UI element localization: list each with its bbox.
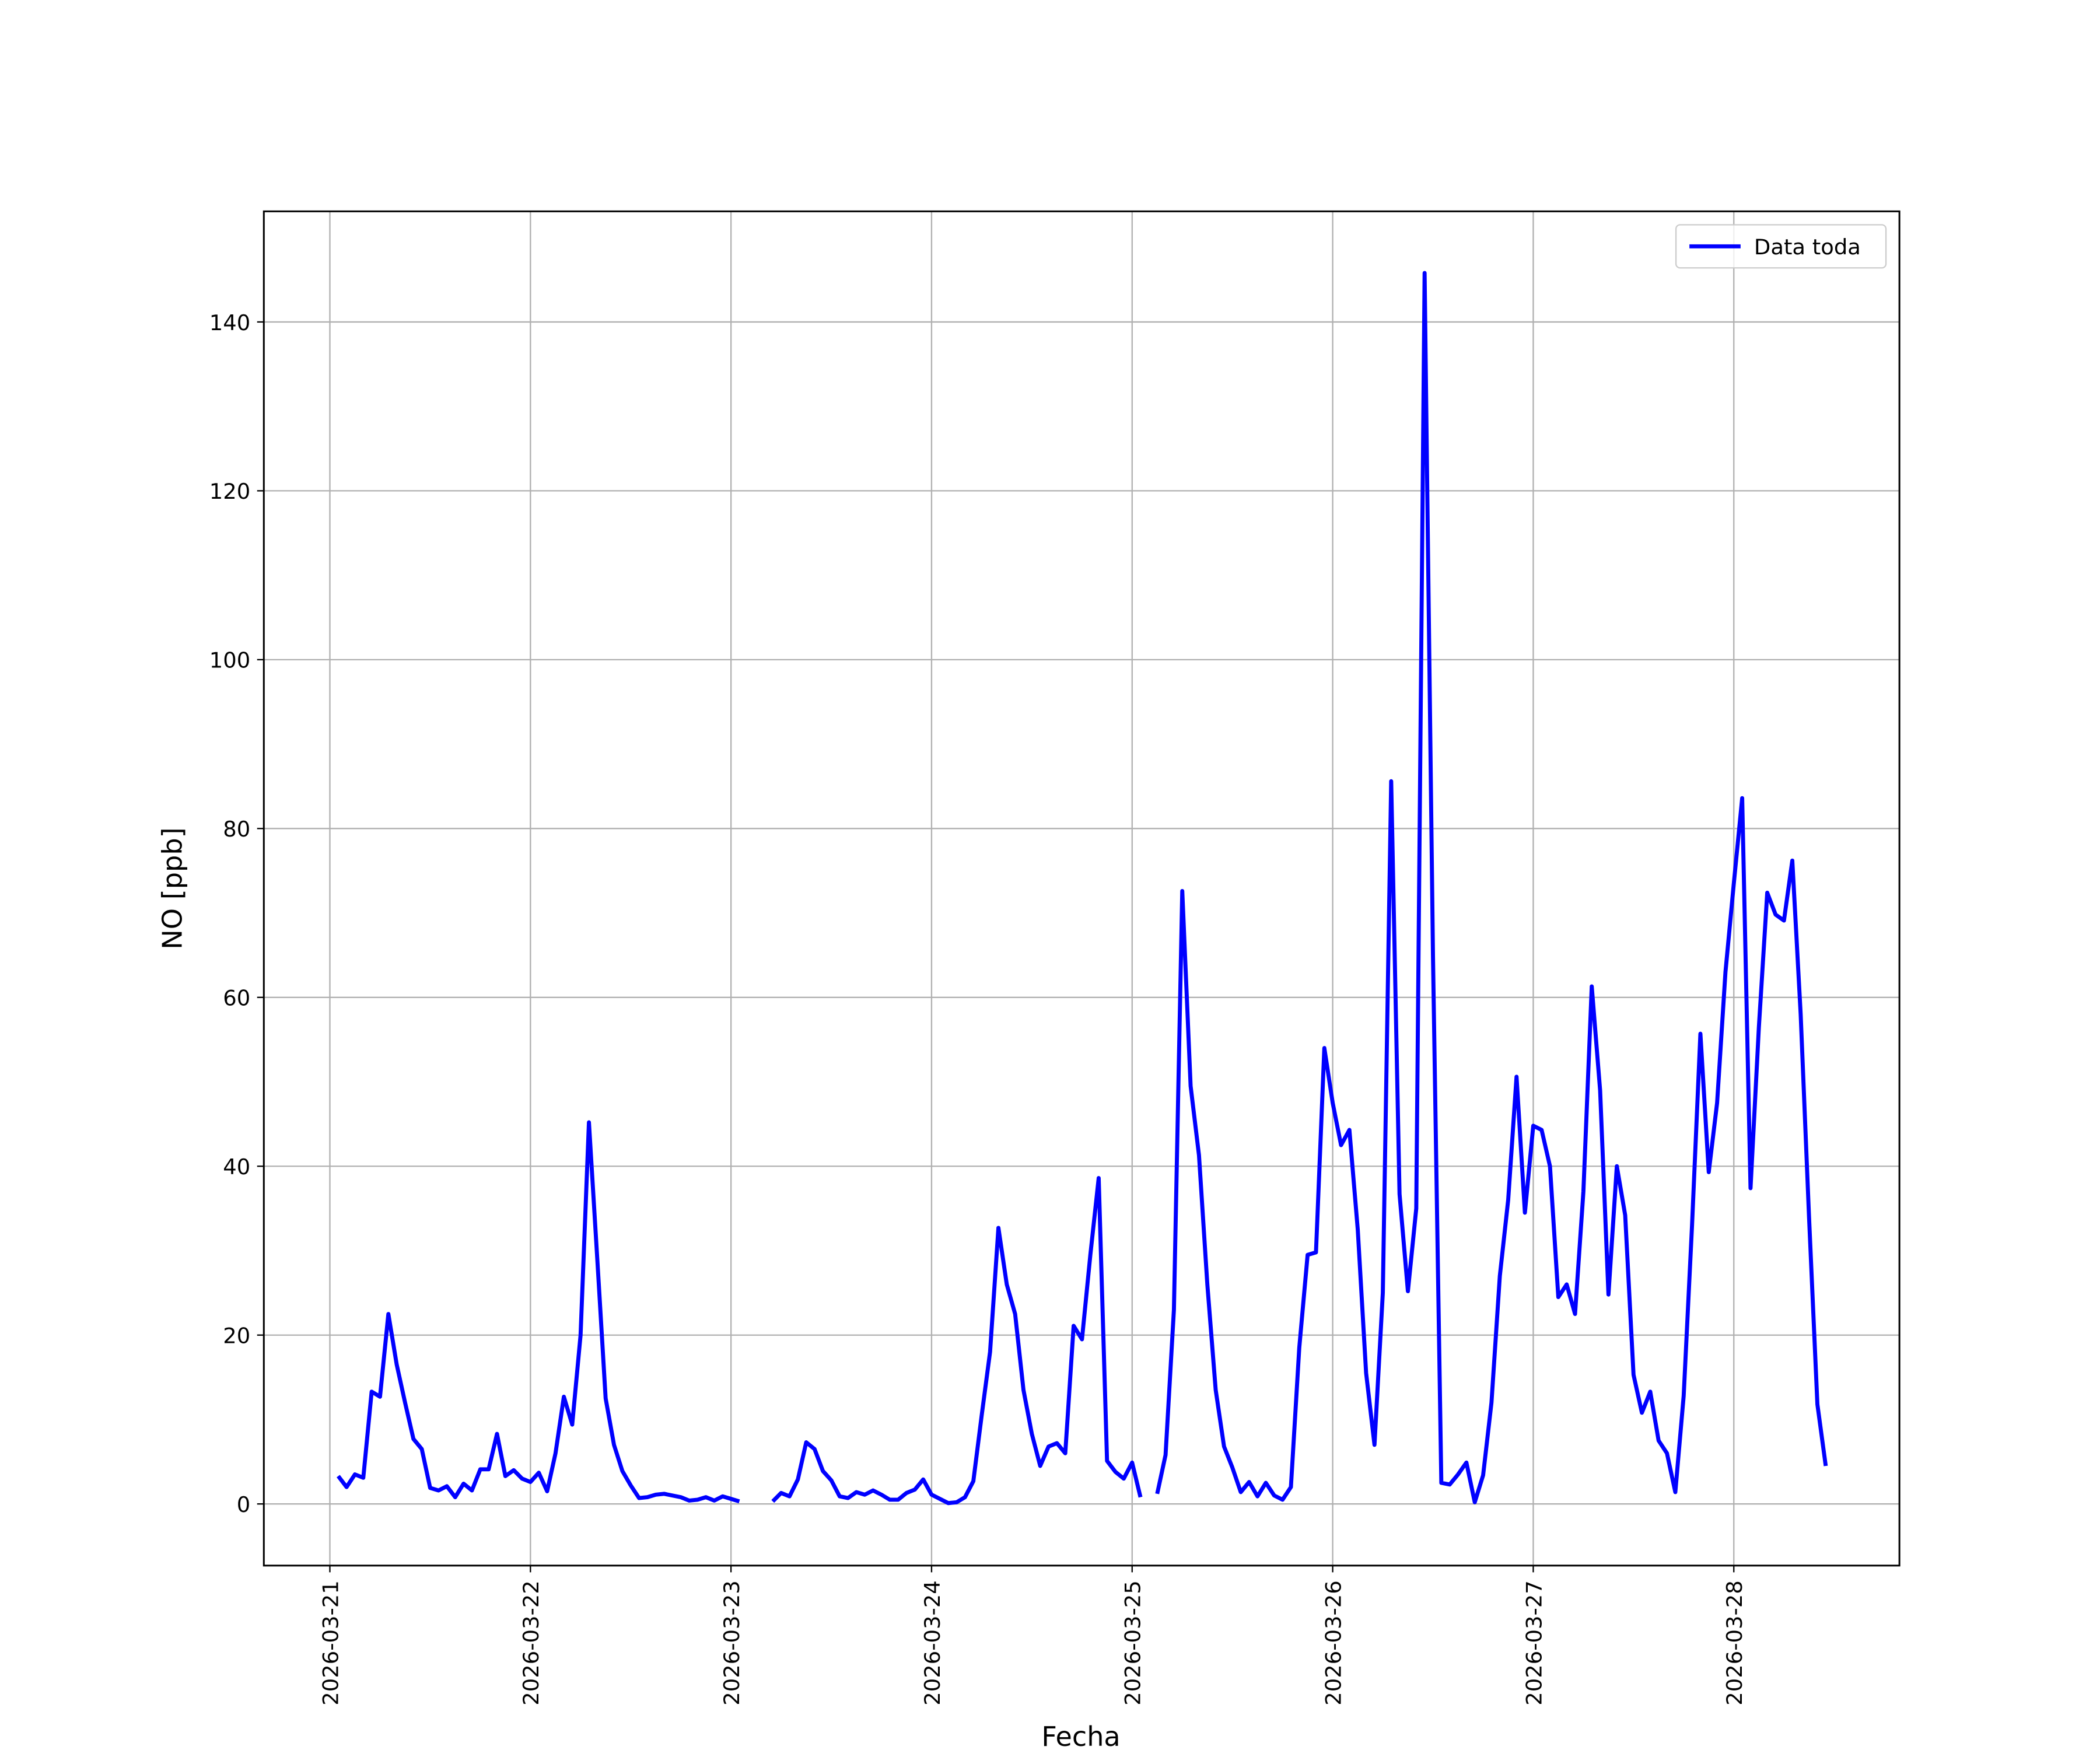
legend-box <box>1675 224 1887 269</box>
y-tick-label: 60 <box>223 986 250 1011</box>
x-tick-label: 2026-03-28 <box>1722 1580 1747 1705</box>
x-tick-label: 2026-03-27 <box>1521 1580 1546 1705</box>
y-tick-label: 20 <box>223 1324 250 1349</box>
x-tick-label: 2026-03-24 <box>920 1580 945 1705</box>
legend-label: Data toda <box>1754 235 1861 260</box>
x-tick-label: 2026-03-26 <box>1321 1580 1346 1705</box>
x-tick-label: 2026-03-23 <box>719 1580 744 1705</box>
x-tick-label: 2026-03-25 <box>1121 1580 1146 1705</box>
y-tick-label: 140 <box>209 310 250 335</box>
y-tick-label: 100 <box>209 648 250 673</box>
plot-frame <box>262 210 1901 1567</box>
y-tick-label: 80 <box>223 817 250 842</box>
legend: Data toda <box>1675 224 1887 269</box>
x-axis-label: Fecha <box>1041 1721 1120 1750</box>
y-tick-label: 40 <box>223 1154 250 1180</box>
y-tick-label: 0 <box>237 1492 250 1517</box>
data-line <box>337 271 1828 1506</box>
y-tick-label: 120 <box>209 479 250 504</box>
x-tick-label: 2026-03-21 <box>318 1580 343 1705</box>
x-tick-label: 2026-03-22 <box>519 1580 544 1705</box>
y-axis-label: NO [ppb] <box>157 827 188 949</box>
